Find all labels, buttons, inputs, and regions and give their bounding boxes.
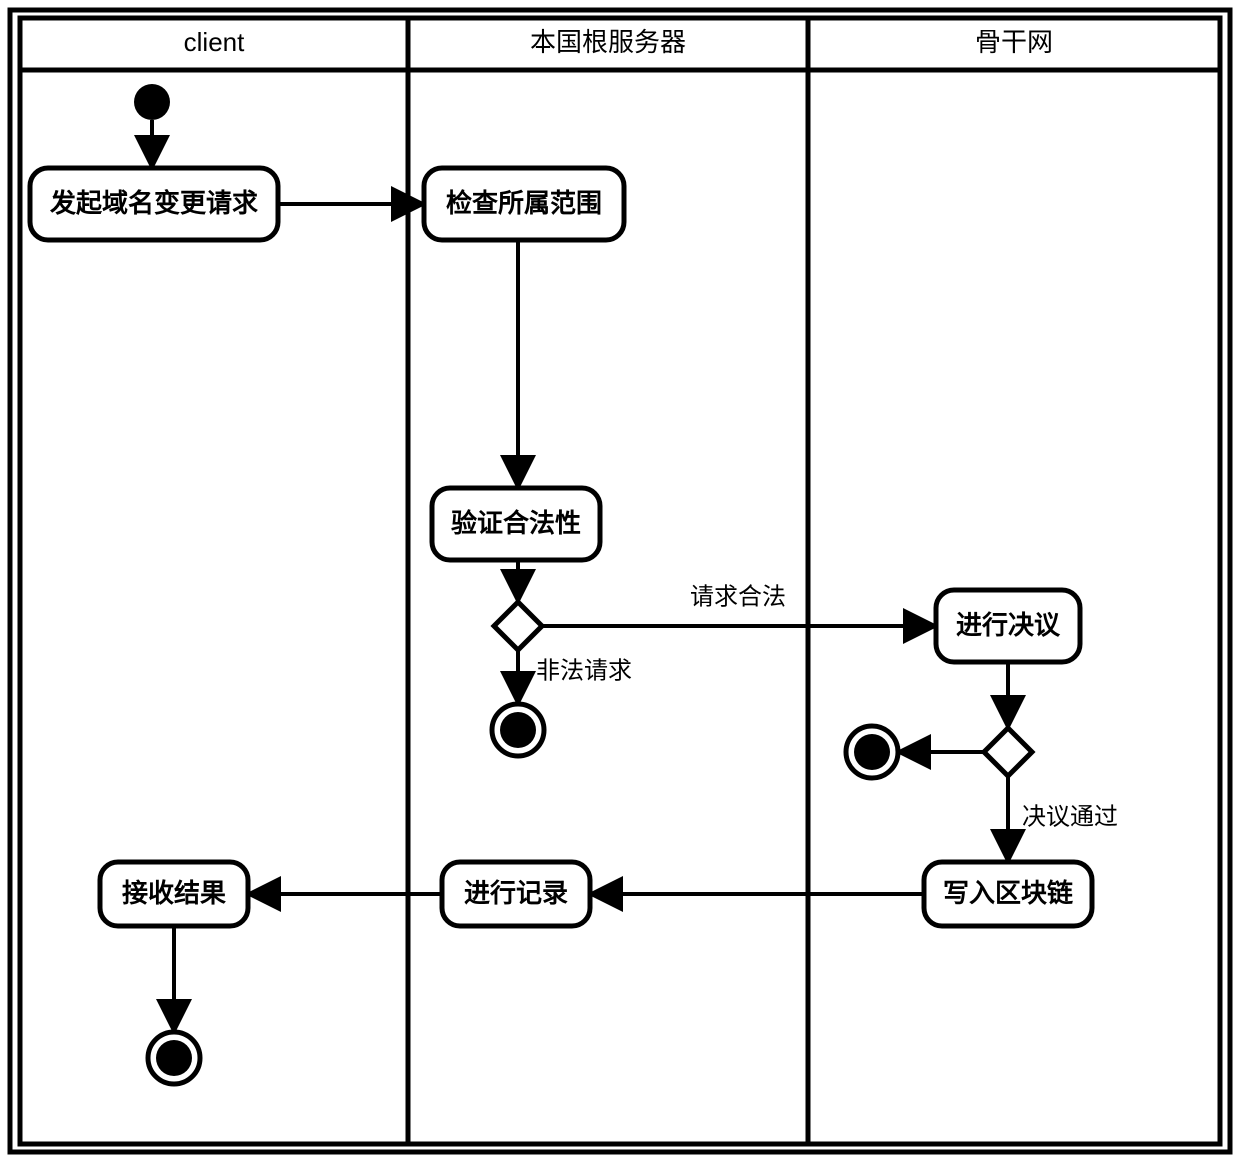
edge-label-d1-a4: 请求合法 (690, 583, 786, 610)
lane-title-root: 本国根服务器 (530, 27, 686, 57)
final-node-dot (854, 734, 890, 770)
activity-label-a4: 进行决议 (956, 610, 1061, 640)
activity-label-a1: 发起域名变更请求 (49, 188, 258, 218)
lane-backbone (808, 18, 1220, 1144)
edge-label-d2-a5: 决议通过 (1022, 803, 1118, 830)
lane-title-client: client (184, 27, 245, 57)
final-node-dot (156, 1040, 192, 1076)
decision-node (984, 728, 1032, 776)
decision-node (494, 602, 542, 650)
edge-label-d1-end1: 非法请求 (536, 657, 632, 684)
activity-label-a5: 写入区块链 (943, 878, 1073, 908)
nodes-layer: 发起域名变更请求 检查所属范围验证合法性进行决议写入区块链 进行记录 接收结果 (30, 84, 1092, 1084)
activity-label-a6: 进行记录 (464, 878, 568, 908)
initial-node (134, 84, 170, 120)
activity-label-a3: 验证合法性 (451, 508, 581, 538)
activity-label-a2: 检查所属范围 (446, 188, 602, 218)
activity-label-a7: 接收结果 (122, 878, 226, 908)
lane-title-backbone: 骨干网 (975, 27, 1053, 57)
final-node-dot (500, 712, 536, 748)
